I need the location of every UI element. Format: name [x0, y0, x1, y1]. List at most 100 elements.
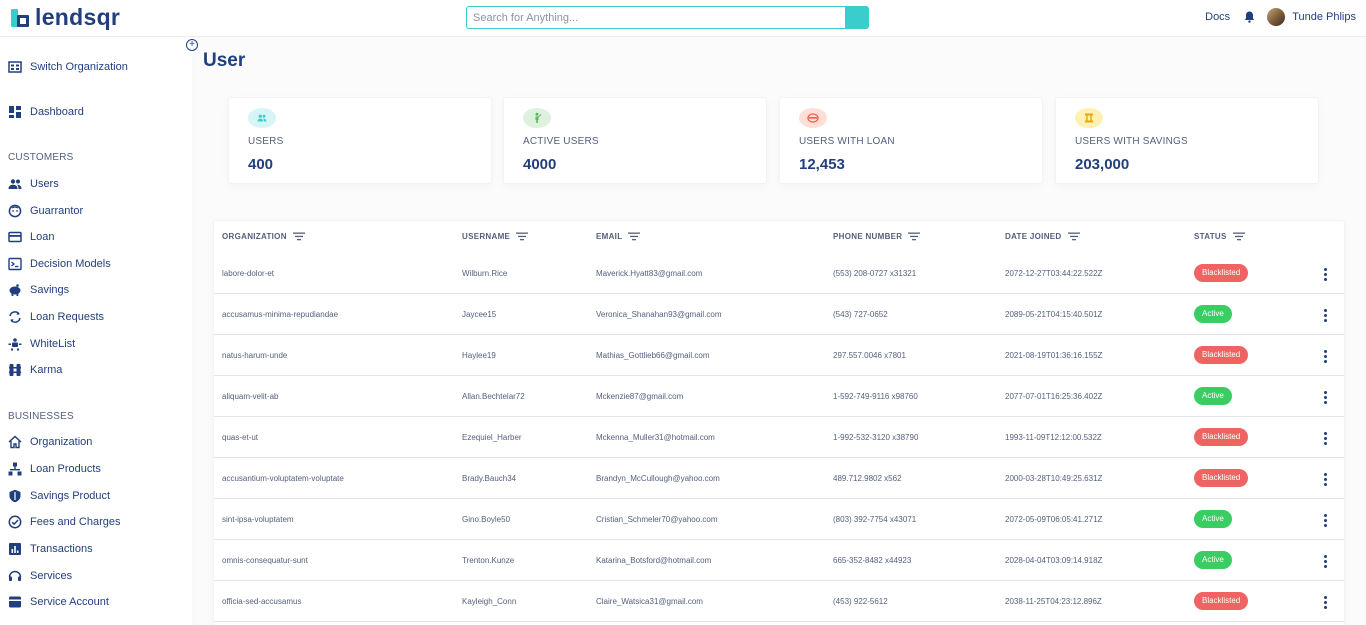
- stat-value: 4000: [523, 156, 557, 173]
- docs-link[interactable]: Docs: [1205, 11, 1231, 23]
- organization-icon: [8, 435, 22, 449]
- sidebar-item-label: Transactions: [30, 543, 93, 555]
- sidebar-item-fees-and-charges[interactable]: Fees and Charges: [8, 514, 121, 530]
- sidebar-item-dashboard[interactable]: Dashboard: [8, 104, 84, 120]
- column-header-status[interactable]: STATUS: [1194, 232, 1245, 241]
- users-icon: [248, 108, 276, 128]
- users-table: ORGANIZATION USERNAME EMAIL PHONE NUMBER…: [213, 220, 1345, 625]
- cell-organization: labore-dolor-et: [222, 269, 275, 278]
- row-actions-icon[interactable]: [1320, 265, 1330, 283]
- cell-date-joined: 2000-03-28T10:49:25.631Z: [1005, 474, 1103, 483]
- filter-icon[interactable]: [1067, 232, 1080, 241]
- sidebar-item-karma[interactable]: Karma: [8, 362, 62, 378]
- switch-organization[interactable]: Switch Organization: [8, 59, 128, 75]
- filter-icon[interactable]: [908, 232, 921, 241]
- loan-products-icon: [8, 462, 22, 476]
- cell-email: Veronica_Shanahan93@gmail.com: [596, 310, 722, 319]
- search-input[interactable]: [466, 6, 845, 29]
- sidebar-item-loan-products[interactable]: Loan Products: [8, 461, 101, 477]
- row-actions-icon[interactable]: [1320, 511, 1330, 529]
- filter-icon[interactable]: [1232, 232, 1245, 241]
- table-row[interactable]: omnis-consequatur-sunt Trenton.Kunze Katar…: [214, 540, 1344, 581]
- row-actions-icon[interactable]: [1320, 470, 1330, 488]
- status-badge: Blacklisted: [1194, 264, 1249, 282]
- stat-card-users-with-loan: USERS WITH LOAN 12,453: [779, 97, 1043, 184]
- sidebar-item-users[interactable]: Users: [8, 176, 59, 192]
- services-icon: [8, 570, 22, 581]
- cell-phone: 665-352-8482 x44923: [833, 556, 912, 565]
- cell-username: Kayleigh_Conn: [462, 597, 517, 606]
- stat-label: USERS WITH SAVINGS: [1075, 136, 1188, 147]
- row-actions-icon[interactable]: [1320, 552, 1330, 570]
- sidebar-item-whitelist[interactable]: WhiteList: [8, 336, 75, 352]
- cell-date-joined: 2072-12-27T03:44:22.522Z: [1005, 269, 1103, 278]
- sidebar-item-loan[interactable]: Loan: [8, 229, 54, 245]
- cell-email: Katarina_Botsford@hotmail.com: [596, 556, 712, 565]
- customers-heading: CUSTOMERS: [8, 152, 74, 163]
- avatar[interactable]: [1267, 8, 1286, 26]
- user-name[interactable]: Tunde Phlips: [1292, 11, 1356, 23]
- table-row[interactable]: accusamus-minima-repudiandae Jaycee15 Vero…: [214, 294, 1344, 335]
- cell-username: Haylee19: [462, 351, 496, 360]
- cell-phone: (543) 727-0652: [833, 310, 888, 319]
- sidebar-item-transactions[interactable]: Transactions: [8, 541, 93, 557]
- table-row[interactable]: sint-ipsa-voluptatem Gino.Boyle50 Cristian…: [214, 499, 1344, 540]
- table-row[interactable]: natus-harum-unde Haylee19 Mathias_Gottlieb…: [214, 335, 1344, 376]
- sidebar-item-organization[interactable]: Organization: [8, 434, 92, 450]
- column-header-username[interactable]: USERNAME: [462, 232, 529, 241]
- search-bar: [466, 6, 869, 29]
- table-row[interactable]: aliquam-velit-ab Allan.Bechtelar72 Mckenzi…: [214, 376, 1344, 417]
- sidebar-item-savings[interactable]: Savings: [8, 282, 69, 298]
- row-actions-icon[interactable]: [1320, 306, 1330, 324]
- row-actions-icon[interactable]: [1320, 388, 1330, 406]
- table-row[interactable]: quas-et-ut Ezequiel_Harber Mckenna_Muller3…: [214, 417, 1344, 458]
- piggy-bank-icon: [9, 284, 21, 296]
- cell-email: Mathias_Gottlieb66@gmail.com: [596, 351, 710, 360]
- sidebar-item-loan-requests[interactable]: Loan Requests: [8, 309, 104, 325]
- sidebar-item-guarrantor[interactable]: Guarrantor: [8, 203, 83, 219]
- sidebar-item-service-account[interactable]: Service Account: [8, 594, 109, 610]
- loan-icon: [8, 231, 22, 243]
- cell-username: Brady.Bauch34: [462, 474, 517, 483]
- sidebar-item-label: Savings Product: [30, 490, 111, 502]
- logo[interactable]: lendsqr: [11, 4, 120, 31]
- sidebar-item-decision-models[interactable]: Decision Models: [8, 256, 111, 272]
- row-actions-icon[interactable]: [1320, 347, 1330, 365]
- cell-username: Trenton.Kunze: [462, 556, 515, 565]
- sidebar-item-label: Loan Products: [30, 463, 101, 475]
- cell-email: Mckenna_Muller31@hotmail.com: [596, 433, 715, 442]
- column-header-email[interactable]: EMAIL: [596, 232, 641, 241]
- sidebar-item-services[interactable]: Services: [8, 568, 72, 584]
- loan-requests-icon: [9, 311, 21, 323]
- table-row[interactable]: accusantium-voluptatem-voluptate Brady.Ba…: [214, 458, 1344, 499]
- sidebar-item-label: Savings: [30, 284, 70, 296]
- logo-mark-icon: [11, 8, 29, 27]
- table-row[interactable]: labore-dolor-et Wilburn.Rice Maverick.Hyat…: [214, 253, 1344, 294]
- cell-organization: accusantium-voluptatem-voluptate: [222, 474, 344, 483]
- status-badge: Blacklisted: [1194, 592, 1249, 610]
- status-badge: Blacklisted: [1194, 346, 1249, 364]
- filter-icon[interactable]: [628, 232, 641, 241]
- service-account-icon: [9, 596, 21, 608]
- filter-icon[interactable]: [516, 232, 529, 241]
- sidebar-item-savings-product[interactable]: Savings Product: [8, 488, 110, 504]
- filter-icon[interactable]: [292, 232, 305, 241]
- cell-phone: (553) 208-0727 x31321: [833, 269, 917, 278]
- sidebar-item-label: Decision Models: [30, 258, 111, 270]
- column-header-phone-number[interactable]: PHONE NUMBER: [833, 232, 921, 241]
- collapse-sidebar-icon[interactable]: +: [186, 39, 198, 51]
- users-icon: [8, 179, 22, 189]
- row-actions-icon[interactable]: [1320, 593, 1330, 611]
- row-actions-icon[interactable]: [1320, 429, 1330, 447]
- stat-label: USERS WITH LOAN: [799, 136, 895, 147]
- status-badge: Blacklisted: [1194, 469, 1249, 487]
- cell-date-joined: 2028-04-04T03:09:14.918Z: [1005, 556, 1103, 565]
- sidebar-item-label: Loan: [30, 231, 55, 243]
- cell-phone: (803) 392-7754 x43071: [833, 515, 917, 524]
- cell-phone: 489.712.9802 x562: [833, 474, 902, 483]
- column-header-organization[interactable]: ORGANIZATION: [222, 232, 305, 241]
- bell-icon[interactable]: [1244, 11, 1255, 23]
- search-button[interactable]: [845, 6, 869, 29]
- table-row[interactable]: officia-sed-accusamus Kayleigh_Conn Claire…: [214, 581, 1344, 622]
- column-header-date-joined[interactable]: DATE JOINED: [1005, 232, 1080, 241]
